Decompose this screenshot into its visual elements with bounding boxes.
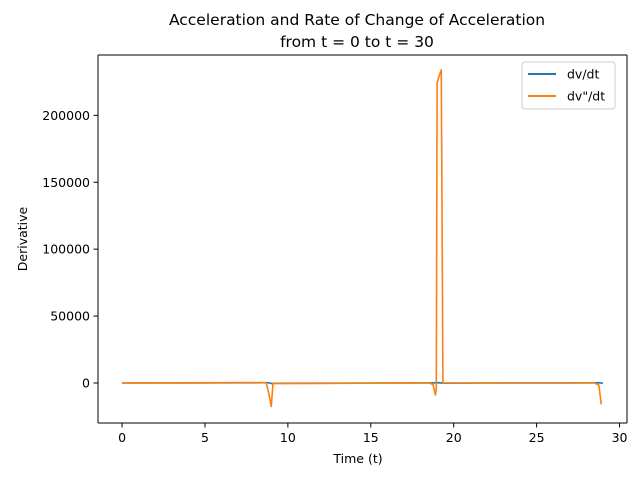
y-tick-label: 150000: [42, 175, 90, 190]
chart-title-line-2: from t = 0 to t = 30: [280, 33, 434, 51]
y-axis-ticks: 0 50000 100000 150000 200000: [42, 108, 98, 390]
y-tick-label: 50000: [50, 309, 90, 324]
x-tick-label: 25: [529, 430, 545, 445]
plot-area: [98, 55, 627, 423]
chart-title-line-1: Acceleration and Rate of Change of Accel…: [169, 11, 545, 29]
x-tick-label: 20: [446, 430, 462, 445]
x-tick-label: 15: [363, 430, 379, 445]
legend-label-dv2-dt: dv"/dt: [567, 89, 605, 104]
legend-label-dv-dt: dv/dt: [567, 67, 599, 82]
legend: dv/dt dv"/dt: [521, 61, 616, 110]
x-tick-label: 5: [201, 430, 209, 445]
y-axis-label: Derivative: [15, 206, 30, 271]
x-axis-ticks: 0 5 10 15 20 25 30: [118, 423, 628, 445]
x-axis-label: Time (t): [332, 451, 382, 466]
y-tick-label: 200000: [42, 108, 90, 123]
series-line-dv2-dt: [122, 69, 603, 408]
series-layer: [122, 69, 604, 408]
axes-frame: [97, 54, 628, 424]
x-tick-label: 0: [118, 430, 126, 445]
y-tick-label: 0: [82, 375, 90, 390]
x-tick-label: 10: [280, 430, 296, 445]
x-tick-label: 30: [612, 430, 628, 445]
y-tick-label: 100000: [42, 242, 90, 257]
